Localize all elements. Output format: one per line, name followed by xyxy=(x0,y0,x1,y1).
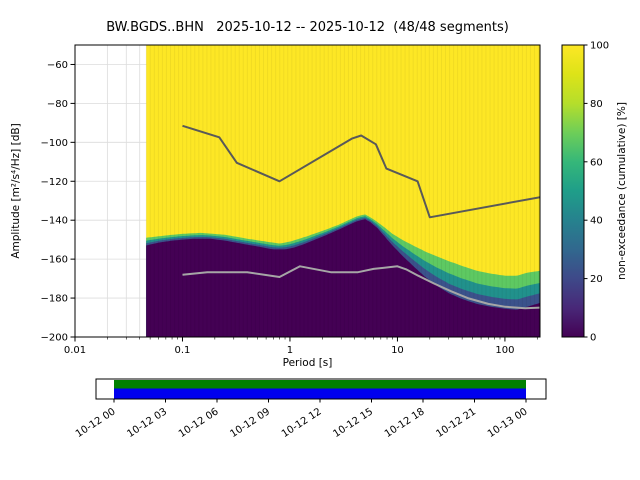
availability-tick-label: 10-12 15 xyxy=(331,406,375,440)
colorbar: 0 20 40 60 80 100 xyxy=(561,41,609,344)
x-tick-label: 1 xyxy=(287,345,293,356)
colorbar-tick-label: 40 xyxy=(590,216,603,227)
availability-tick-label: 10-12 18 xyxy=(383,406,427,440)
availability-tick-label: 10-12 06 xyxy=(177,406,221,440)
colorbar-tick-label: 80 xyxy=(590,99,603,110)
x-axis-label: Period [s] xyxy=(282,357,333,369)
axes-frame xyxy=(74,44,541,338)
low-noise-model-line xyxy=(182,265,540,310)
colorbar-tick-label: 20 xyxy=(590,274,603,285)
y-tick-label: −100 xyxy=(41,138,68,149)
availability-tick-label: 10-12 03 xyxy=(125,406,169,440)
x-axis-ticks: 0.01 0.1 1 10 100 xyxy=(64,337,538,356)
x-tick-label: 0.1 xyxy=(175,345,191,356)
y-axis-ticks: −60 −80 −100 −120 −140 −160 −180 −200 xyxy=(41,60,75,344)
high-noise-model-line xyxy=(182,124,540,219)
y-tick-label: −140 xyxy=(41,216,68,227)
period-bin-stripes xyxy=(145,45,540,337)
y-tick-label: −120 xyxy=(41,177,68,188)
x-tick-label: 10 xyxy=(391,345,404,356)
ppsd-histogram xyxy=(145,45,540,337)
availability-tick-label: 10-12 09 xyxy=(228,406,272,440)
y-axis-label: Amplitude [m²/s⁴/Hz] [dB] xyxy=(10,123,22,259)
x-tick-label: 0.01 xyxy=(64,345,86,356)
y-tick-label: −200 xyxy=(41,333,68,344)
colorbar-tick-label: 100 xyxy=(590,41,609,52)
x-tick-label: 100 xyxy=(495,345,514,356)
availability-tick-label: 10-13 00 xyxy=(486,406,530,440)
availability-tick-label: 10-12 00 xyxy=(74,406,118,440)
colorbar-tick-label: 0 xyxy=(590,333,596,344)
y-tick-label: −180 xyxy=(41,294,68,305)
availability-tick-label: 10-12 21 xyxy=(434,406,478,440)
y-tick-label: −160 xyxy=(41,255,68,266)
y-tick-label: −80 xyxy=(47,99,68,110)
availability-tick-label: 10-12 12 xyxy=(280,406,324,440)
colorbar-tick-label: 60 xyxy=(590,157,603,168)
availability-coverage-blue xyxy=(114,388,526,399)
y-tick-label: −60 xyxy=(47,60,68,71)
chart-title: BW.BGDS..BHN 2025-10-12 -- 2025-10-12 (4… xyxy=(106,20,509,35)
availability-coverage-green xyxy=(114,380,526,389)
availability-bar: 10-12 00 10-12 03 10-12 06 10-12 09 10-12 12… xyxy=(74,378,547,440)
colorbar-label: non-exceedance (cumulative) [%] xyxy=(616,102,628,280)
